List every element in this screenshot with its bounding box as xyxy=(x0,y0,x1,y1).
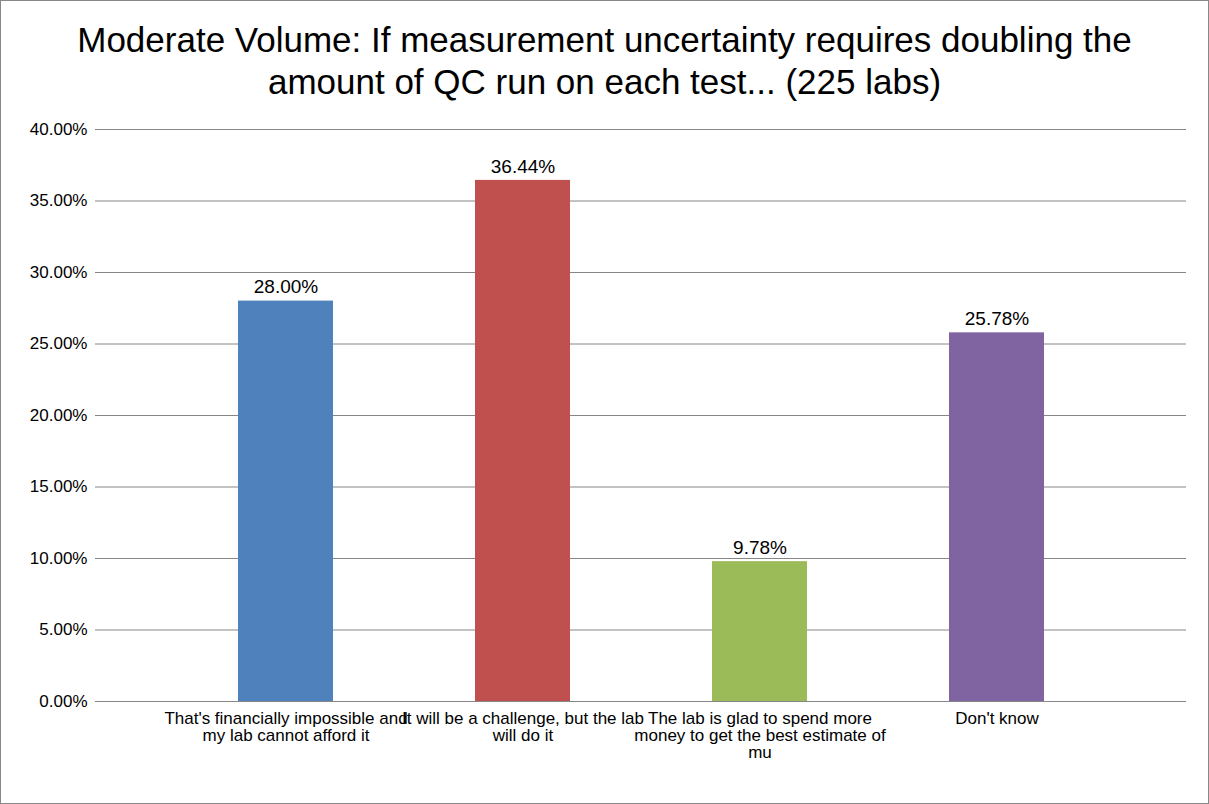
svg-text:5.00%: 5.00% xyxy=(39,620,87,639)
svg-text:15.00%: 15.00% xyxy=(30,477,88,496)
svg-text:0.00%: 0.00% xyxy=(39,692,87,711)
html-text:Moderate Volume: If measuremen: Moderate Volume: If measurement uncertai… xyxy=(77,20,1132,101)
svg-text:That's financially impossible: That's financially impossible andmy lab … xyxy=(164,709,407,745)
svg-text:40.00%: 40.00% xyxy=(30,120,88,139)
svg-text:36.44%: 36.44% xyxy=(491,155,556,176)
svg-text:9.78%: 9.78% xyxy=(733,537,787,558)
svg-text:35.00%: 35.00% xyxy=(30,191,88,210)
svg-text:25.00%: 25.00% xyxy=(30,334,88,353)
svg-text:It will be a challenge, but th: It will be a challenge, but the labwill … xyxy=(402,709,644,745)
svg-text:The lab is glad to spend morem: The lab is glad to spend moremoney to ge… xyxy=(634,709,886,762)
svg-text:10.00%: 10.00% xyxy=(30,549,88,568)
svg-text:Don't know: Don't know xyxy=(955,709,1039,728)
svg-text:30.00%: 30.00% xyxy=(30,263,88,282)
svg-text:20.00%: 20.00% xyxy=(30,406,88,425)
svg-text:25.78%: 25.78% xyxy=(965,308,1030,329)
svg-text:28.00%: 28.00% xyxy=(254,276,319,297)
